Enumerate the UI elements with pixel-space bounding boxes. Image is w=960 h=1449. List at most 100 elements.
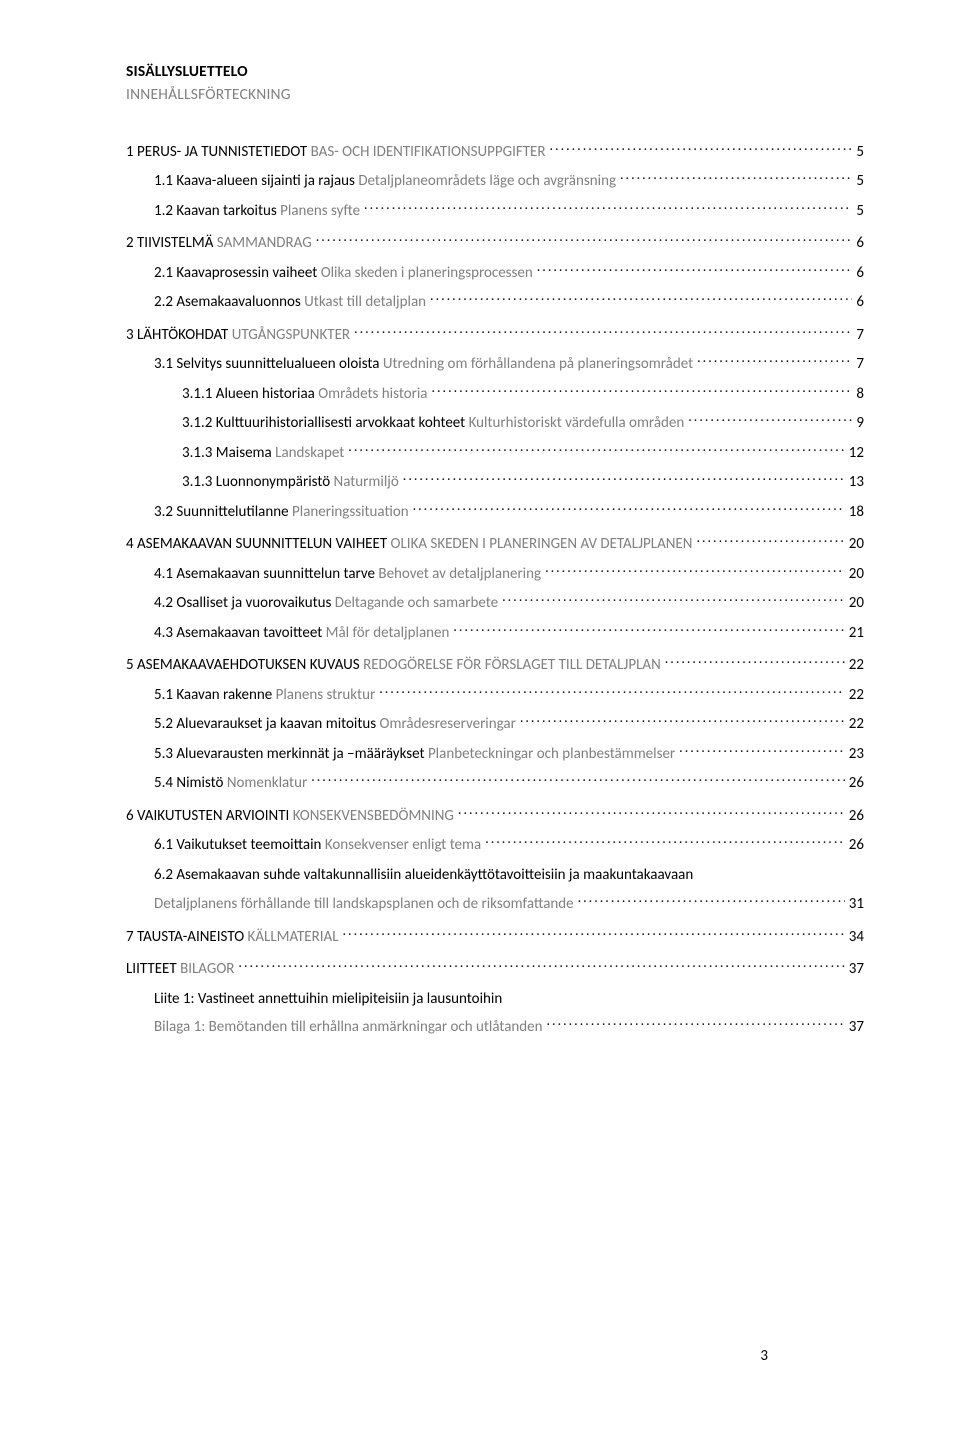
toc-row: 7 TAUSTA-AINEISTO KÄLLMATERIAL34 <box>126 926 864 949</box>
toc-row: 5.3 Aluevarausten merkinnät ja –määräyks… <box>154 743 864 766</box>
toc-page: 20 <box>849 592 864 615</box>
toc-leader <box>485 834 845 849</box>
toc-label: 7 TAUSTA-AINEISTO KÄLLMATERIAL <box>126 926 339 949</box>
toc-label-sv: KÄLLMATERIAL <box>248 928 339 946</box>
toc-row: 4 ASEMAKAAVAN SUUNNITTELUN VAIHEET OLIKA… <box>126 533 864 556</box>
toc-page: 6 <box>856 262 864 285</box>
toc-label-fi: 2.2 Asemakaavaluonnos <box>154 293 301 311</box>
toc-label-sv: Kulturhistoriskt värdefulla områden <box>469 414 685 432</box>
toc-label-sv: Deltagande och samarbete <box>335 594 498 612</box>
toc-page: 22 <box>849 654 864 677</box>
toc-label: 3.1.3 Maisema Landskapet <box>182 442 344 465</box>
toc-page: 22 <box>849 684 864 707</box>
toc-label: 6.2 Asemakaavan suhde valtakunnallisiin … <box>154 864 693 887</box>
toc-row: 6 VAIKUTUSTEN ARVIOINTI KONSEKVENSBEDÖMN… <box>126 805 864 828</box>
toc-page: 23 <box>849 743 864 766</box>
toc-label-fi: 4.2 Osalliset ja vuorovaikutus <box>154 594 331 612</box>
toc-label: 2.1 Kaavaprosessin vaiheet Olika skeden … <box>154 262 533 285</box>
toc-page: 21 <box>849 622 864 645</box>
toc-row: 4.3 Asemakaavan tavoitteet Mål för detal… <box>154 622 864 645</box>
toc-page: 26 <box>849 805 864 828</box>
toc-leader <box>379 684 845 699</box>
toc-page: 5 <box>856 141 864 164</box>
toc-label-sv: REDOGÖRELSE FÖR FÖRSLAGET TILL DETALJPLA… <box>363 656 661 674</box>
toc-label-fi: 1.1 Kaava-alueen sijainti ja rajaus <box>154 172 355 190</box>
toc-row: 5 ASEMAKAAVAEHDOTUKSEN KUVAUS REDOGÖRELS… <box>126 654 864 677</box>
toc-row: 5.4 Nimistö Nomenklatur 26 <box>154 772 864 795</box>
toc-label-fi: 1.2 Kaavan tarkoitus <box>154 202 277 220</box>
toc-row: 3.1.2 Kulttuurihistoriallisesti arvokkaa… <box>182 412 864 435</box>
toc-page: 26 <box>849 772 864 795</box>
toc-leader <box>316 232 853 247</box>
toc-row: 4.1 Asemakaavan suunnittelun tarve Behov… <box>154 563 864 586</box>
toc-row: 6.1 Vaikutukset teemoittain Konsekvenser… <box>154 834 864 857</box>
appendix-sub-row: Bilaga 1: Bemötanden till erhållna anmär… <box>154 1016 864 1039</box>
toc-leader <box>578 893 845 908</box>
toc-label-sv: Områdets historia <box>318 385 427 403</box>
toc-page: 5 <box>856 200 864 223</box>
appendix-sub-label: Bilaga 1: Bemötanden till erhållna anmär… <box>154 1016 543 1039</box>
toc-row: 4.2 Osalliset ja vuorovaikutus Deltagand… <box>154 592 864 615</box>
toc-label-fi: 6 VAIKUTUSTEN ARVIOINTI <box>126 807 289 825</box>
toc-page: 22 <box>849 713 864 736</box>
toc-label-fi: 3.1.3 Luonnonympäristö <box>182 473 330 491</box>
toc-label-fi: 3.1.2 Kulttuurihistoriallisesti arvokkaa… <box>182 414 465 432</box>
toc-page: 7 <box>856 324 864 347</box>
toc-leader <box>364 200 852 215</box>
toc-page: 7 <box>856 353 864 376</box>
toc-page: 13 <box>849 471 864 494</box>
toc-label-fi: 4.3 Asemakaavan tavoitteet <box>154 624 322 642</box>
toc-leader <box>453 622 844 637</box>
toc-label: 4.1 Asemakaavan suunnittelun tarve Behov… <box>154 563 541 586</box>
toc-label-sv: Planeringssituation <box>292 503 409 521</box>
appendix-page: 37 <box>849 1016 864 1039</box>
toc-label: 5.2 Aluevaraukset ja kaavan mitoitus Omr… <box>154 713 516 736</box>
toc-label-fi: 3 LÄHTÖKOHDAT <box>126 326 228 344</box>
toc-label: 3.2 Suunnittelutilanne Planeringssituati… <box>154 501 409 524</box>
toc-label: 1 PERUS- JA TUNNISTETIEDOT BAS- OCH IDEN… <box>126 141 546 164</box>
toc-label-sv: Planens syfte <box>280 202 360 220</box>
toc-row: 1.2 Kaavan tarkoitus Planens syfte 5 <box>154 200 864 223</box>
toc-leader <box>688 412 852 427</box>
toc-row: Detaljplanens förhållande till landskaps… <box>154 893 864 916</box>
toc-label-sv: Nomenklatur <box>227 774 307 792</box>
toc-label: 2.2 Asemakaavaluonnos Utkast till detalj… <box>154 291 426 314</box>
toc-label-sv: Behovet av detaljplanering <box>378 565 541 583</box>
toc-label: 5 ASEMAKAAVAEHDOTUKSEN KUVAUS REDOGÖRELS… <box>126 654 661 677</box>
toc-label: 5.3 Aluevarausten merkinnät ja –määräyks… <box>154 743 675 766</box>
toc-leader <box>665 654 845 669</box>
toc-row: 3 LÄHTÖKOHDAT UTGÅNGSPUNKTER7 <box>126 324 864 347</box>
toc-leader <box>679 743 845 758</box>
toc-label: Detaljplanens förhållande till landskaps… <box>154 893 574 916</box>
toc-leader <box>520 713 845 728</box>
toc-label: 6.1 Vaikutukset teemoittain Konsekvenser… <box>154 834 481 857</box>
toc-label-fi: 6.2 Asemakaavan suhde valtakunnallisiin … <box>154 866 693 884</box>
table-of-contents: 1 PERUS- JA TUNNISTETIEDOT BAS- OCH IDEN… <box>126 141 864 981</box>
toc-row: 3.1.3 Maisema Landskapet12 <box>182 442 864 465</box>
toc-label: 1.2 Kaavan tarkoitus Planens syfte <box>154 200 360 223</box>
toc-label-fi: 2 TIIVISTELMÄ <box>126 234 213 252</box>
toc-label-sv: Detaljplaneområdets läge och avgränsning <box>358 172 616 190</box>
toc-label-sv: Utkast till detaljplan <box>304 293 426 311</box>
toc-row: 2 TIIVISTELMÄ SAMMANDRAG6 <box>126 232 864 255</box>
toc-label: 4 ASEMAKAAVAN SUUNNITTELUN VAIHEET OLIKA… <box>126 533 692 556</box>
toc-page: 6 <box>856 291 864 314</box>
toc-label-fi: 4.1 Asemakaavan suunnittelun tarve <box>154 565 375 583</box>
toc-label-fi: 5.1 Kaavan rakenne <box>154 686 272 704</box>
toc-label: 4.2 Osalliset ja vuorovaikutus Deltagand… <box>154 592 498 615</box>
toc-label: 4.3 Asemakaavan tavoitteet Mål för detal… <box>154 622 449 645</box>
toc-leader <box>431 383 852 398</box>
toc-label: 1.1 Kaava-alueen sijainti ja rajaus Deta… <box>154 170 616 193</box>
toc-label-sv: Olika skeden i planeringsprocessen <box>321 264 533 282</box>
toc-label-fi: 3.2 Suunnittelutilanne <box>154 503 289 521</box>
toc-leader <box>537 262 853 277</box>
appendix-title: Liite 1: Vastineet annettuihin mielipite… <box>154 988 864 1011</box>
toc-label-sv: BAS- OCH IDENTIFIKATIONSUPPGIFTER <box>311 143 546 161</box>
toc-leader <box>354 324 852 339</box>
toc-label-sv: Detaljplanens förhållande till landskaps… <box>154 895 574 913</box>
toc-row: 3.1 Selvitys suunnittelualueen oloista U… <box>154 353 864 376</box>
toc-row: 3.1.3 Luonnonympäristö Naturmiljö13 <box>182 471 864 494</box>
toc-label: 5.4 Nimistö Nomenklatur <box>154 772 307 795</box>
toc-label-sv: Områdesreserveringar <box>380 715 516 733</box>
toc-row: 5.2 Aluevaraukset ja kaavan mitoitus Omr… <box>154 713 864 736</box>
